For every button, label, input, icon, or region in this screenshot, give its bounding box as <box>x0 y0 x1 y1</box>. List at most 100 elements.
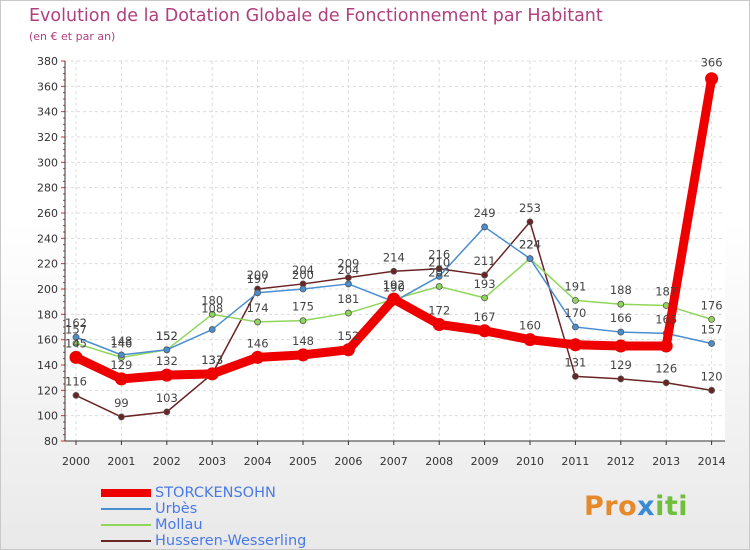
data-point <box>254 318 262 326</box>
data-label: 120 <box>701 369 723 383</box>
data-point <box>254 289 262 297</box>
chart-title: Evolution de la Dotation Globale de Fonc… <box>29 6 603 26</box>
data-point <box>296 348 310 362</box>
x-tick-label: 2008 <box>425 455 453 468</box>
data-label: 133 <box>201 353 223 367</box>
y-tick-label: 360 <box>37 80 58 93</box>
x-tick-label: 2011 <box>561 455 589 468</box>
data-label: 132 <box>156 354 178 368</box>
x-tick-label: 2001 <box>107 455 135 468</box>
data-label: 249 <box>474 206 496 220</box>
legend-label: Urbès <box>155 501 198 517</box>
data-point <box>523 333 537 347</box>
data-label: 133 <box>201 353 223 367</box>
data-point <box>435 283 443 290</box>
data-point <box>572 296 579 304</box>
data-point <box>208 326 216 333</box>
data-point <box>432 317 446 331</box>
y-tick-label: 200 <box>37 283 58 296</box>
legend-swatch <box>101 508 151 510</box>
data-point <box>114 372 128 386</box>
data-point <box>708 315 715 323</box>
legend-label: Mollau <box>155 517 203 533</box>
x-tick-label: 2009 <box>471 455 499 468</box>
data-point <box>344 309 352 317</box>
data-label: 192 <box>383 278 405 292</box>
data-label: 148 <box>110 334 132 348</box>
data-label: 172 <box>428 303 450 317</box>
y-tick-label: 280 <box>37 182 58 195</box>
x-tick-label: 2012 <box>607 455 635 468</box>
data-label: 176 <box>701 298 723 312</box>
data-point <box>205 367 219 381</box>
proxiti-logo: Proxiti <box>584 491 688 522</box>
data-label: 157 <box>65 322 87 336</box>
data-point <box>526 255 534 263</box>
x-tick-label: 2013 <box>652 455 680 468</box>
y-tick-label: 240 <box>37 232 58 245</box>
data-label: 180 <box>201 293 223 307</box>
data-label: 166 <box>610 311 632 325</box>
data-label: 193 <box>474 277 496 291</box>
y-tick-label: 140 <box>37 359 58 372</box>
data-label: 126 <box>655 362 677 376</box>
data-label: 99 <box>114 396 129 410</box>
data-point <box>659 339 673 353</box>
legend-item-urbes: Urbès <box>101 501 306 517</box>
data-label: 170 <box>564 306 586 320</box>
data-point <box>390 267 398 275</box>
data-label: 167 <box>474 310 496 324</box>
legend-item-husseren-wesserling: Husseren-Wesserling <box>101 533 306 549</box>
x-tick-label: 2014 <box>698 455 726 468</box>
data-label: 175 <box>292 300 314 314</box>
data-label: 190 <box>383 281 405 295</box>
y-tick-label: 160 <box>37 334 58 347</box>
data-label: 116 <box>65 374 87 388</box>
data-point <box>568 338 582 352</box>
data-label: 211 <box>474 254 496 268</box>
data-point <box>705 72 719 86</box>
data-label: 191 <box>564 279 586 293</box>
data-point <box>478 324 492 338</box>
data-point <box>118 413 125 421</box>
y-tick-label: 260 <box>37 207 58 220</box>
legend-label: Husseren-Wesserling <box>155 533 307 549</box>
y-tick-label: 300 <box>37 156 58 169</box>
x-tick-label: 2010 <box>516 455 544 468</box>
data-label: 129 <box>110 358 132 372</box>
chart-subtitle: (en € et par an) <box>29 30 116 43</box>
data-label: 131 <box>564 355 586 369</box>
data-point <box>69 350 83 364</box>
y-tick-label: 320 <box>37 131 58 144</box>
data-label: 160 <box>519 319 541 333</box>
data-label: 187 <box>655 284 677 298</box>
data-point <box>299 317 307 325</box>
data-label: 152 <box>156 329 178 343</box>
data-point <box>344 280 352 288</box>
data-label: 224 <box>519 238 541 252</box>
legend-item-mollau: Mollau <box>101 517 306 533</box>
data-label: 200 <box>247 268 269 282</box>
legend-swatch <box>101 489 151 497</box>
y-tick-label: 220 <box>37 258 58 271</box>
data-point <box>72 391 80 399</box>
data-point <box>208 310 216 318</box>
data-point <box>163 346 171 354</box>
x-tick-label: 2003 <box>198 455 226 468</box>
data-point <box>617 375 625 383</box>
x-tick-label: 2005 <box>289 455 317 468</box>
data-point <box>572 323 579 331</box>
legend-swatch <box>101 524 151 526</box>
data-label: 146 <box>247 336 269 350</box>
data-label: 129 <box>610 358 632 372</box>
x-tick-label: 2002 <box>153 455 181 468</box>
x-tick-label: 2004 <box>244 455 272 468</box>
data-label: 174 <box>247 301 269 315</box>
y-tick-label: 80 <box>44 435 58 448</box>
x-tick-label: 2007 <box>380 455 408 468</box>
data-label: 192 <box>383 278 405 292</box>
data-point <box>435 272 443 280</box>
data-label: 210 <box>428 255 450 269</box>
data-label: 202 <box>428 265 450 279</box>
